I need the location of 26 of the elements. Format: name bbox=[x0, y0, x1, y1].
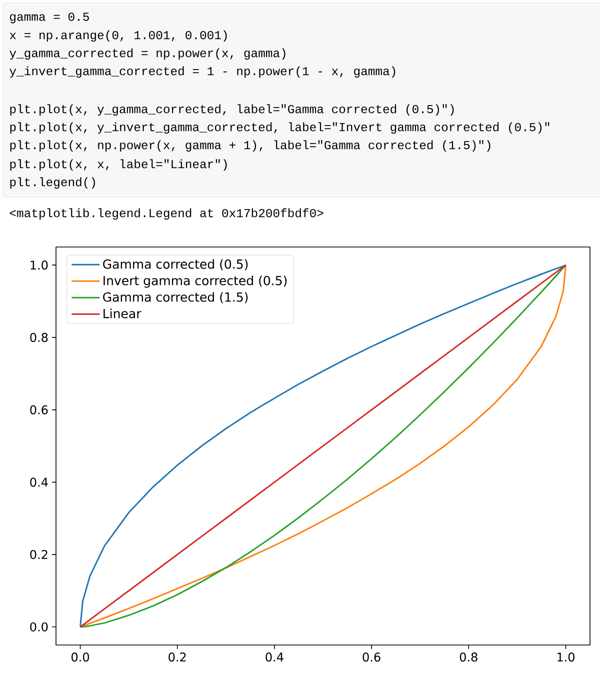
y-tick-label: 0.0 bbox=[30, 622, 48, 632]
x-tick-label: 0.0 bbox=[72, 652, 90, 662]
text: x = np.arange(0, 1.001, 0.001) bbox=[10, 30, 227, 42]
text: plt.plot(x, y_invert_gamma_corrected, label="Invert gamma corrected (0.5)" bbox=[10, 122, 550, 134]
legend-label: Gamma corrected (1.5) bbox=[103, 292, 248, 304]
text: <matplotlib.legend.Legend at 0x17b200fbdf0> bbox=[10, 208, 324, 220]
x-tick-label: 0.8 bbox=[460, 652, 478, 662]
legend-label: Invert gamma corrected (0.5) bbox=[104, 276, 287, 288]
text: y_invert_gamma_corrected = 1 - np.power(1 - x, gamma) bbox=[10, 66, 396, 78]
text: y_gamma_corrected = np.power(x, gamma) bbox=[10, 48, 286, 60]
y-tick-label: 0.8 bbox=[30, 332, 48, 342]
text: gamma = 0.5 bbox=[10, 12, 89, 24]
text: plt.plot(x, x, label="Linear") bbox=[10, 159, 227, 171]
legend-label: Linear bbox=[104, 308, 142, 318]
legend-label: Gamma corrected (0.5) bbox=[103, 259, 248, 270]
y-tick-label: 0.6 bbox=[30, 405, 48, 414]
x-tick-label: 0.2 bbox=[168, 652, 186, 662]
x-tick-label: 1.0 bbox=[558, 652, 574, 662]
y-tick-label: 0.2 bbox=[30, 550, 48, 560]
text: plt.plot(x, np.power(x, gamma + 1), label="Gamma corrected (1.5)") bbox=[10, 140, 490, 152]
y-tick-label: 0.4 bbox=[30, 478, 48, 487]
x-tick-label: 0.6 bbox=[362, 652, 380, 662]
text: plt.legend() bbox=[10, 177, 95, 189]
text: plt.plot(x, y_gamma_corrected, label="Gamma corrected (0.5)") bbox=[10, 104, 454, 116]
x-tick-label: 0.4 bbox=[266, 652, 284, 662]
y-tick-label: 1.0 bbox=[30, 260, 48, 270]
